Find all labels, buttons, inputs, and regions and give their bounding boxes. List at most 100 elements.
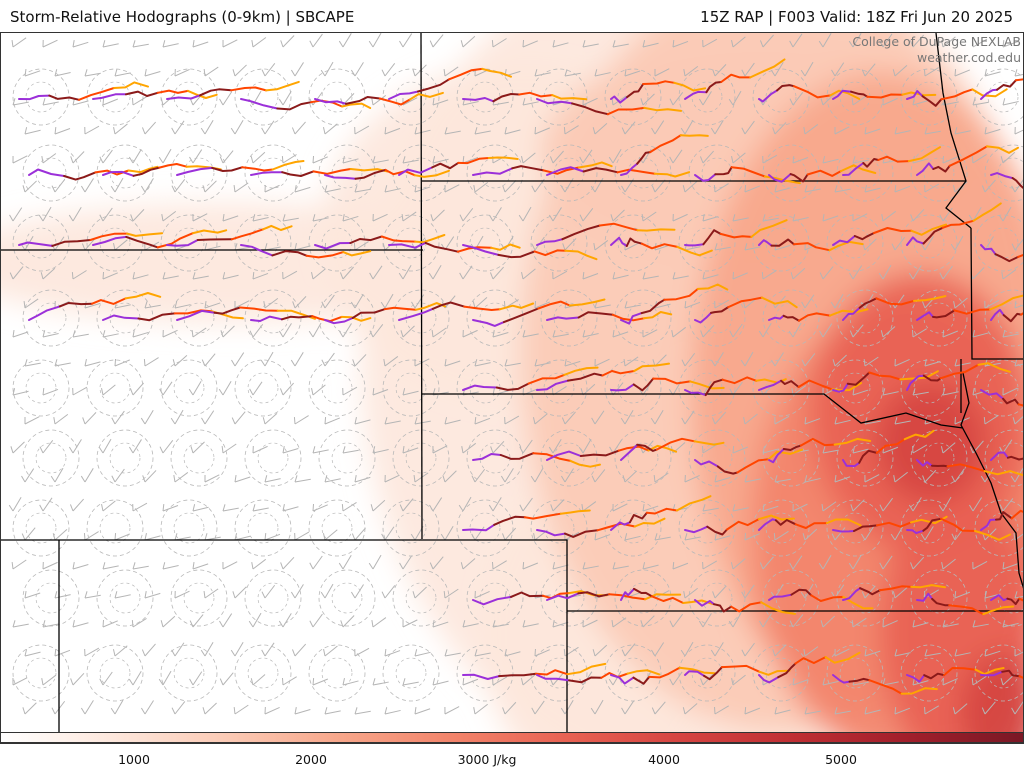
map-panel[interactable] [0,32,1024,744]
wind-barb [818,554,832,570]
wind-barb [924,183,940,193]
hodograph-ring [392,429,450,487]
wind-barb [312,214,329,222]
wind-barb [714,533,731,541]
hodograph-ring [382,68,440,126]
wind-barb [792,214,809,222]
hodograph [906,362,1011,391]
wind-barb [952,703,968,715]
wind-barb [132,562,149,570]
wind-barb [834,417,851,425]
hodograph-ring [308,359,366,417]
wind-barb [24,591,41,599]
hodograph [980,389,1023,407]
hodograph-ring [466,144,524,202]
wind-barb [219,672,234,686]
wind-barb [42,98,59,106]
hodograph-ring [974,214,1023,272]
wind-barb [12,620,29,628]
wind-barb [189,671,203,686]
wind-barb [702,38,718,48]
wind-barb [369,324,384,338]
wind-barb [292,296,307,309]
wind-barb [488,497,502,512]
wind-barb [170,409,184,425]
wind-barb [252,504,269,512]
wind-barb [549,150,564,164]
hodograph-ring [826,499,884,557]
wind-barb [221,443,237,454]
wind-barb [312,155,328,164]
wind-barb [352,354,367,367]
wind-barb [682,703,698,715]
sbcape-contour [961,653,1023,743]
hodograph [916,294,1023,321]
wind-barb [492,676,508,686]
wind-barb [249,381,263,396]
wind-barb [141,121,157,135]
wind-barb [710,352,724,367]
wind-barb [642,40,659,48]
hodograph-ring [678,499,736,557]
wind-barb [444,649,461,657]
wind-barb [399,498,414,512]
hodograph-ring [308,499,366,557]
wind-barb [671,326,687,338]
wind-barb [650,409,664,425]
wind-barb [653,472,669,483]
wind-barb [200,641,214,657]
hodograph [980,244,1023,263]
hodograph-ring [836,429,894,487]
wind-barb [203,66,219,77]
hodograph-ring [974,359,1023,417]
hodograph-ring [234,68,292,126]
wind-barb [684,474,700,483]
wind-barb [372,678,389,686]
wind-barb [490,440,505,454]
wind-barb [282,214,299,222]
hodograph-ring [456,499,514,557]
wind-barb [714,705,729,715]
wind-barb [938,496,952,512]
map-canvas[interactable] [1,33,1024,744]
wind-barb [321,294,335,309]
wind-barb [803,124,819,135]
wind-barb [144,591,161,599]
hodograph [842,584,947,601]
wind-barb [462,620,479,628]
wind-barb [369,265,383,280]
hodograph-ring [688,569,746,627]
wind-barb [681,352,696,367]
wind-barb [950,235,964,251]
wind-barb [579,208,594,222]
wind-barb [342,446,359,454]
hodograph [768,437,872,464]
wind-barb [234,300,250,309]
wind-barb [520,674,536,686]
wind-barb [702,272,719,280]
wind-barb [51,700,66,715]
wind-barb [832,354,847,367]
hodograph [28,292,162,321]
wind-barb [192,40,209,48]
wind-barb [642,504,659,512]
wind-barb [39,440,54,454]
wind-barb [114,69,131,77]
wind-barb [582,330,599,338]
wind-barb [51,179,66,193]
wind-barb [762,504,779,512]
wind-barb [788,322,802,338]
wind-barb [924,705,940,715]
wind-barb [611,617,627,628]
wind-barb [698,91,712,106]
wind-barb [714,475,731,483]
hodograph [980,509,1023,531]
wind-barb [54,648,71,657]
wind-barb [159,381,173,396]
wind-barb [578,438,592,454]
wind-barb [534,300,550,309]
wind-barb [1014,591,1023,599]
hodograph-ring [910,429,968,487]
hodograph [990,594,1023,606]
wind-barb [279,382,294,396]
